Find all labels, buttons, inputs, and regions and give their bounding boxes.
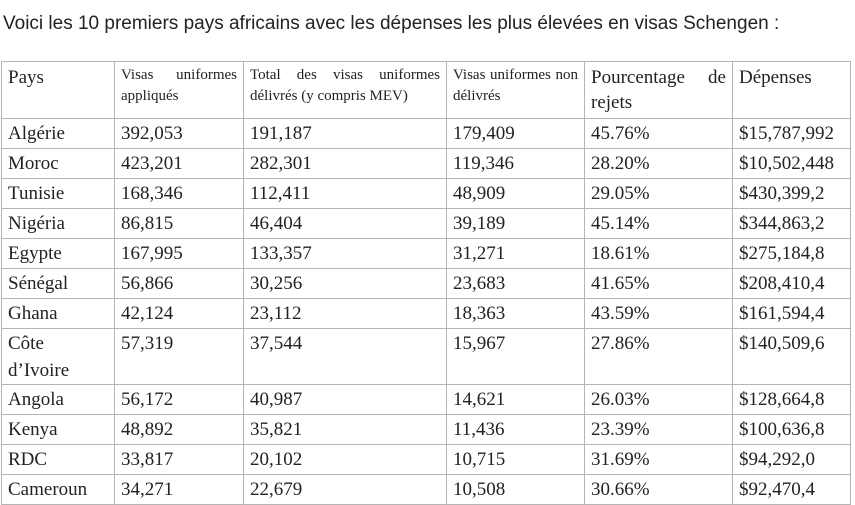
table-row: Moroc 423,201 282,301 119,346 28.20% $10,502,… [1,148,851,179]
cell-pourcentage-rejets: 41.65% [584,268,733,299]
header-visas-non-delivres: Visas uniformes non délivrés [446,61,585,119]
cell-visas-delivres: 22,679 [243,474,447,505]
cell-pays: Angola [1,384,115,415]
header-visas-delivres: Total des visas uniformes délivrés (y co… [243,61,447,119]
cell-pays: Algérie [1,118,115,149]
table-row: Tunisie 168,346 112,411 48,909 29.05% $430,39… [1,178,851,209]
cell-pourcentage-rejets: 43.59% [584,298,733,329]
cell-visas-appliques: 167,995 [114,238,244,269]
cell-pays: Tunisie [1,178,115,209]
cell-visas-delivres: 46,404 [243,208,447,239]
cell-visas-appliques: 86,815 [114,208,244,239]
cell-depenses: $94,292,0 [732,444,851,475]
table-row: Kenya 48,892 35,821 11,436 23.39% $100,636,8 [1,414,851,445]
cell-visas-non-delivres: 10,508 [446,474,585,505]
cell-depenses: $100,636,8 [732,414,851,445]
cell-visas-appliques: 392,053 [114,118,244,149]
table-row: Egypte 167,995 133,357 31,271 18.61% $275,184… [1,238,851,269]
cell-pays: RDC [1,444,115,475]
cell-visas-non-delivres: 48,909 [446,178,585,209]
cell-visas-appliques: 56,172 [114,384,244,415]
cell-visas-appliques: 48,892 [114,414,244,445]
cell-depenses: $208,410,4 [732,268,851,299]
cell-visas-non-delivres: 18,363 [446,298,585,329]
table-row: Côte d’Ivoire 57,319 37,544 15,967 27.86% $14… [1,328,851,385]
visa-spending-table: Pays Visas uniformes appliqués Total des… [1,61,851,505]
table-row: Algérie 392,053 191,187 179,409 45.76% $15,78… [1,118,851,149]
cell-pourcentage-rejets: 26.03% [584,384,733,415]
cell-pays: Côte d’Ivoire [1,328,115,385]
table-row: Angola 56,172 40,987 14,621 26.03% $128,664,8 [1,384,851,415]
cell-pourcentage-rejets: 28.20% [584,148,733,179]
cell-pays: Ghana [1,298,115,329]
cell-visas-delivres: 20,102 [243,444,447,475]
table-header-row: Pays Visas uniformes appliqués Total des… [1,61,851,119]
cell-visas-delivres: 23,112 [243,298,447,329]
cell-depenses: $275,184,8 [732,238,851,269]
cell-visas-non-delivres: 179,409 [446,118,585,149]
cell-depenses: $128,664,8 [732,384,851,415]
cell-pourcentage-rejets: 45.76% [584,118,733,149]
cell-visas-non-delivres: 14,621 [446,384,585,415]
cell-depenses: $15,787,992 [732,118,851,149]
cell-visas-non-delivres: 11,436 [446,414,585,445]
cell-pourcentage-rejets: 30.66% [584,474,733,505]
cell-visas-non-delivres: 119,346 [446,148,585,179]
table-body: Algérie 392,053 191,187 179,409 45.76% $15,78… [1,118,851,505]
cell-visas-delivres: 282,301 [243,148,447,179]
cell-depenses: $140,509,6 [732,328,851,385]
cell-visas-appliques: 42,124 [114,298,244,329]
cell-visas-delivres: 40,987 [243,384,447,415]
cell-depenses: $92,470,4 [732,474,851,505]
cell-pourcentage-rejets: 31.69% [584,444,733,475]
cell-pays: Kenya [1,414,115,445]
cell-visas-appliques: 168,346 [114,178,244,209]
cell-visas-appliques: 34,271 [114,474,244,505]
table-row: Sénégal 56,866 30,256 23,683 41.65% $208,410,… [1,268,851,299]
cell-pourcentage-rejets: 45.14% [584,208,733,239]
cell-visas-non-delivres: 39,189 [446,208,585,239]
cell-visas-appliques: 56,866 [114,268,244,299]
cell-visas-non-delivres: 15,967 [446,328,585,385]
cell-depenses: $344,863,2 [732,208,851,239]
cell-pays: Egypte [1,238,115,269]
header-visas-appliques: Visas uniformes appliqués [114,61,244,119]
cell-visas-delivres: 35,821 [243,414,447,445]
cell-depenses: $161,594,4 [732,298,851,329]
cell-pourcentage-rejets: 18.61% [584,238,733,269]
cell-visas-non-delivres: 23,683 [446,268,585,299]
table-row: Ghana 42,124 23,112 18,363 43.59% $161,594,4 [1,298,851,329]
cell-pourcentage-rejets: 29.05% [584,178,733,209]
cell-depenses: $430,399,2 [732,178,851,209]
intro-text: Voici les 10 premiers pays africains ave… [3,13,780,34]
cell-pays: Nigéria [1,208,115,239]
header-pays: Pays [1,61,115,119]
cell-pays: Sénégal [1,268,115,299]
table-row: Nigéria 86,815 46,404 39,189 45.14% $344,863,… [1,208,851,239]
cell-pourcentage-rejets: 27.86% [584,328,733,385]
cell-pays: Cameroun [1,474,115,505]
cell-depenses: $10,502,448 [732,148,851,179]
cell-visas-delivres: 191,187 [243,118,447,149]
cell-visas-delivres: 112,411 [243,178,447,209]
header-depenses: Dépenses [732,61,851,119]
header-pourcentage-rejets: Pourcentage de rejets [584,61,733,119]
cell-visas-delivres: 30,256 [243,268,447,299]
cell-visas-non-delivres: 31,271 [446,238,585,269]
table-row: Cameroun 34,271 22,679 10,508 30.66% $92,470,… [1,474,851,505]
cell-visas-appliques: 57,319 [114,328,244,385]
cell-visas-delivres: 133,357 [243,238,447,269]
table-row: RDC 33,817 20,102 10,715 31.69% $94,292,0 [1,444,851,475]
cell-pays: Moroc [1,148,115,179]
cell-visas-non-delivres: 10,715 [446,444,585,475]
cell-visas-delivres: 37,544 [243,328,447,385]
cell-visas-appliques: 33,817 [114,444,244,475]
cell-pourcentage-rejets: 23.39% [584,414,733,445]
cell-visas-appliques: 423,201 [114,148,244,179]
